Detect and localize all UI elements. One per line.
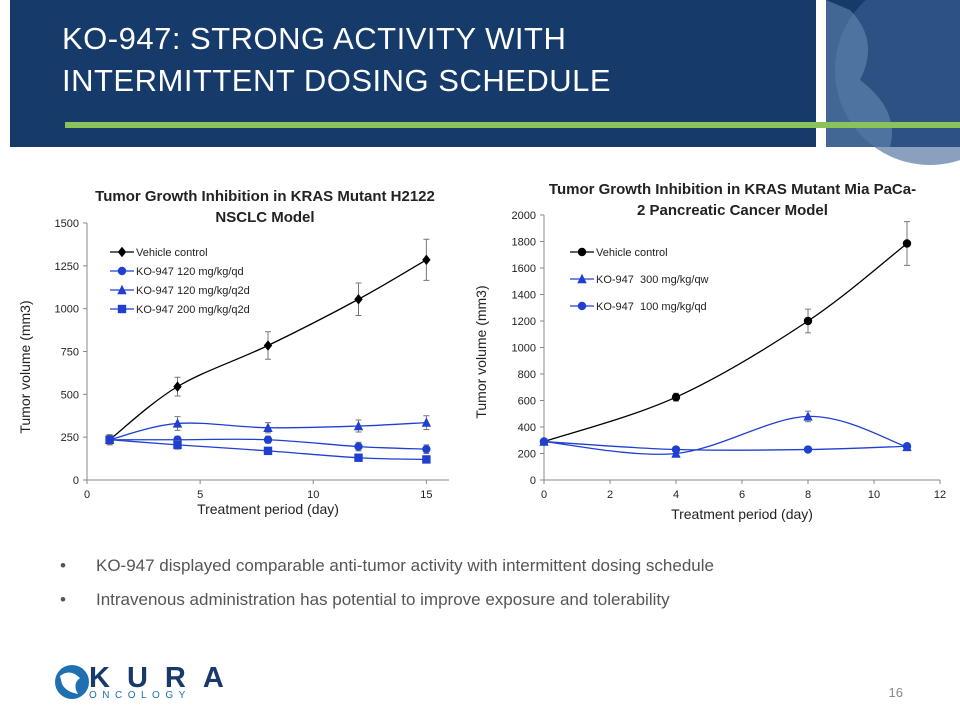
x-tick-label: 12 [934,489,946,501]
y-tick-label: 1600 [512,263,536,275]
logo-tagline: ONCOLOGY [89,690,191,701]
y-tick-label: 500 [61,389,79,401]
bullet-text: Intravenous administration has potential… [96,590,670,609]
header-rule [65,122,960,128]
marker [263,446,273,456]
marker [353,420,364,431]
marker [117,284,127,295]
y-tick-label: 400 [518,422,536,434]
y-tick-label: 1400 [512,290,536,302]
y-tick-label: 1000 [512,343,536,355]
marker [172,418,183,428]
chart-title: Tumor Growth Inhibition in KRAS Mutant M… [548,181,917,219]
marker [902,442,912,451]
x-tick-label: 0 [84,489,90,501]
logo-icon [55,665,89,699]
y-tick-label: 1800 [512,237,536,249]
series-line [543,242,908,443]
marker [577,247,587,257]
marker [539,437,549,446]
marker [422,444,431,454]
marker [117,304,127,314]
marker [354,453,363,462]
y-tick-label: 1500 [55,218,79,230]
marker [117,246,127,258]
x-tick-label: 8 [805,489,811,501]
y-axis-label: Tumor volume (mm3) [473,285,489,418]
y-tick-label: 750 [61,347,79,359]
x-tick-label: 5 [197,489,203,501]
marker [422,455,431,464]
marker [173,440,182,450]
marker [902,239,912,248]
legend-label: KO-947 200 mg/kg/q2d [136,304,250,316]
x-axis-label: Treatment period (day) [671,506,813,522]
x-tick-label: 10 [868,489,880,501]
marker [354,442,363,451]
legend-label: Vehicle control [596,247,668,259]
slide-title: KO-947: STRONG ACTIVITY WITH INTERMITTEN… [62,21,612,98]
marker [105,435,114,444]
legend-label: KO-947 300 mg/kg/qw [596,274,709,286]
y-tick-label: 1250 [55,261,79,273]
bullet: • KO-947 displayed comparable anti-tumor … [60,556,714,575]
marker [421,417,432,427]
y-tick-label: 800 [518,369,536,381]
series-line [543,415,908,455]
legend-label: KO-947 120 mg/kg/q2d [136,285,250,297]
bullet-text: KO-947 displayed comparable anti-tumor a… [96,556,714,575]
y-axis-label: Tumor volume (mm3) [17,300,33,433]
bullet: • Intravenous administration has potentia… [60,590,670,609]
x-tick-label: 0 [541,489,547,501]
legend-label: KO-947 120 mg/kg/qd [136,266,244,278]
marker [354,294,363,305]
marker [173,381,182,392]
series-line [543,440,908,451]
bullet-list: • KO-947 displayed comparable anti-tumor … [60,556,714,624]
marker [263,340,273,351]
page-number: 16 [889,685,903,700]
marker [577,273,587,284]
x-tick-label: 4 [673,489,679,501]
x-tick-label: 10 [307,489,319,501]
marker [263,435,273,444]
marker [263,422,273,432]
marker [803,411,813,421]
x-tick-label: 15 [420,489,432,501]
y-tick-label: 600 [518,396,536,408]
legend-label: Vehicle control [136,247,208,259]
y-tick-label: 2000 [512,210,536,222]
x-tick-label: 6 [739,489,745,501]
y-tick-label: 200 [518,449,536,461]
marker [577,301,587,311]
y-tick-label: 250 [61,432,79,444]
chart-title: Tumor Growth Inhibition in KRAS Mutant H… [95,188,435,226]
x-tick-label: 2 [607,489,613,501]
logo-name: KURA [89,662,241,694]
y-tick-label: 1000 [55,304,79,316]
marker [422,254,431,266]
x-axis-label: Treatment period (day) [197,501,339,517]
marker [803,445,813,454]
marker [671,445,681,454]
y-tick-label: 0 [530,475,536,487]
y-tick-label: 0 [73,475,79,487]
legend-label: KO-947 100 mg/kg/qd [596,301,707,313]
globe-land [826,0,892,147]
marker [803,316,813,326]
marker [117,266,127,276]
y-tick-label: 1200 [512,316,536,328]
marker [671,392,681,402]
